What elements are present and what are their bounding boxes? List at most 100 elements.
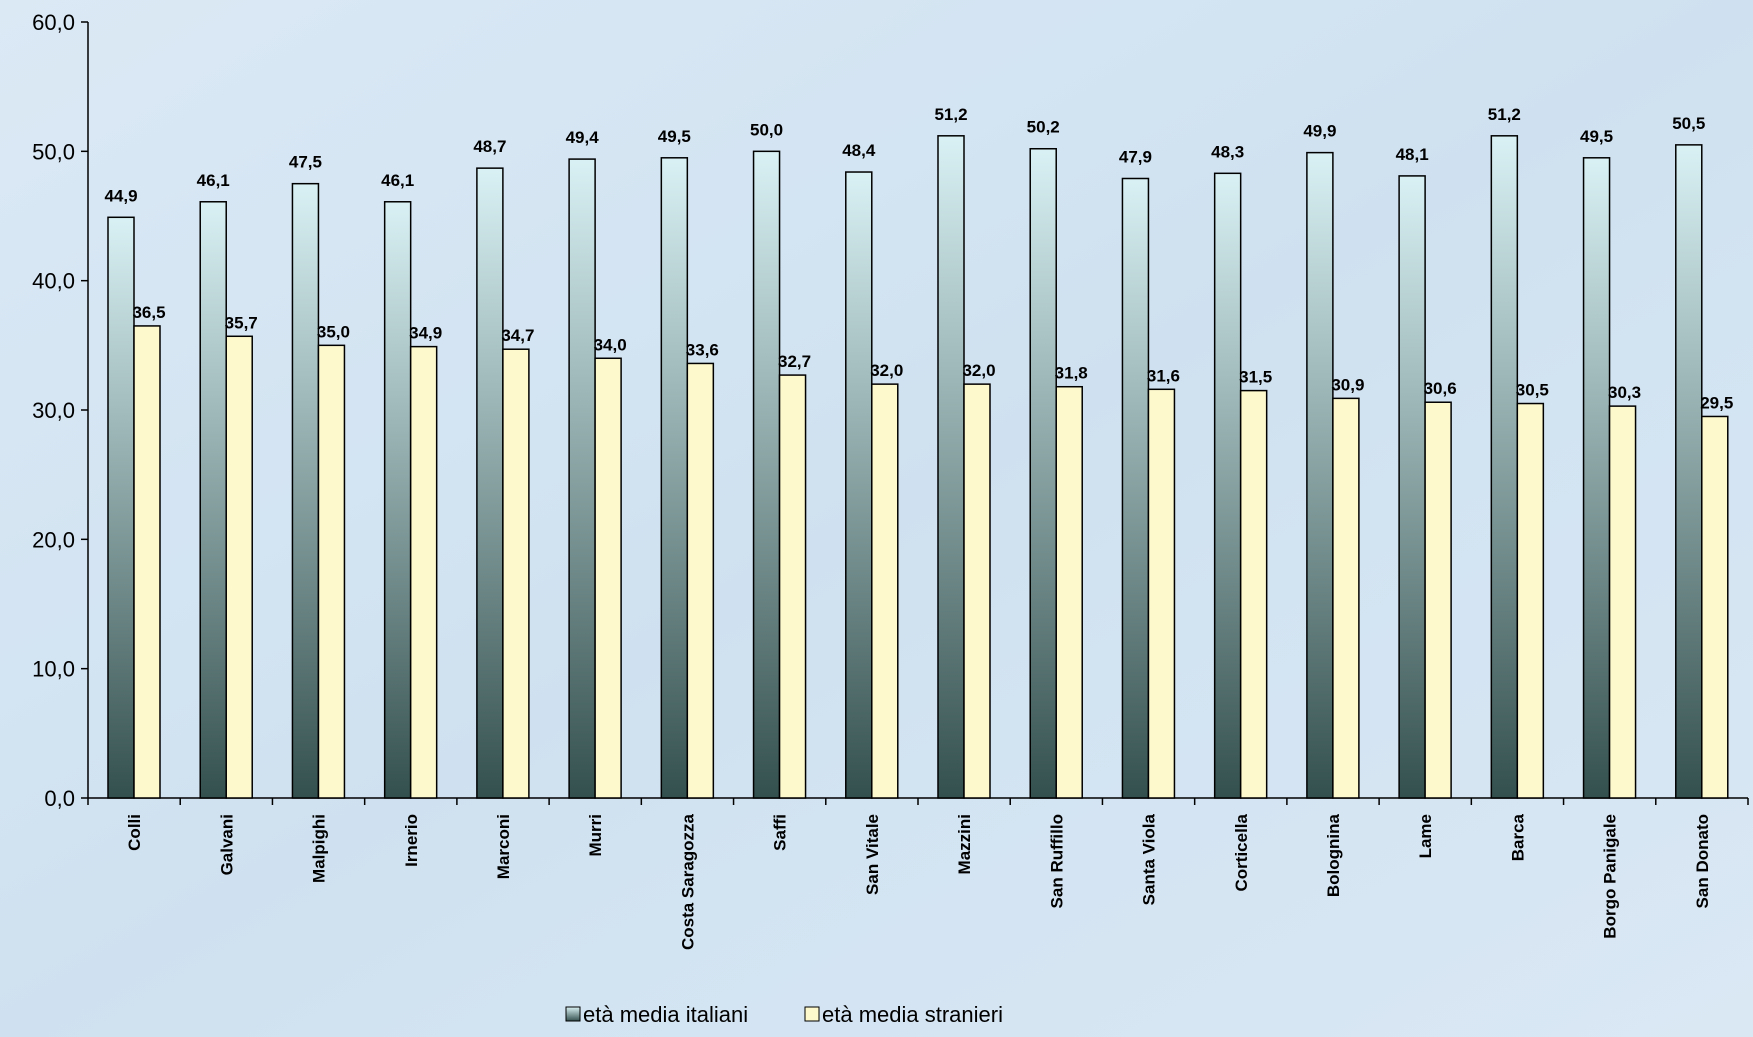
data-label-stranieri: 34,9 (409, 324, 442, 343)
y-tick-label: 10,0 (32, 657, 75, 682)
x-category-label: Lame (1416, 814, 1435, 858)
bar-stranieri (1424, 401, 1452, 799)
data-label-stranieri: 32,7 (778, 352, 811, 371)
bar-stranieri (1055, 385, 1083, 799)
data-label-italiani: 49,4 (566, 128, 600, 147)
y-tick-label: 0,0 (44, 786, 75, 811)
bar-italiani (383, 201, 412, 799)
data-label-stranieri: 35,0 (317, 322, 350, 341)
data-label-italiani: 50,2 (1027, 118, 1060, 137)
data-label-italiani: 49,9 (1303, 122, 1336, 141)
bar-stranieri (778, 374, 807, 799)
data-label-italiani: 46,1 (197, 171, 230, 190)
x-category-label: San Donato (1693, 814, 1712, 908)
bar-italiani (1490, 135, 1519, 799)
bar-stranieri (1608, 405, 1637, 799)
y-tick-label: 50,0 (32, 139, 75, 164)
data-label-stranieri: 29,5 (1700, 393, 1733, 412)
data-label-italiani: 47,5 (289, 153, 322, 172)
data-label-italiani: 48,4 (842, 141, 876, 160)
data-label-italiani: 44,9 (104, 186, 137, 205)
x-category-label: Irnerio (402, 814, 421, 867)
bar-italiani (107, 216, 135, 799)
bar-stranieri (133, 325, 161, 799)
data-label-italiani: 49,5 (1580, 127, 1613, 146)
bar-stranieri (1239, 389, 1268, 799)
legend-swatch-stranieri (804, 1006, 820, 1022)
x-category-label: Costa Saragozza (678, 813, 697, 950)
bar-italiani (845, 171, 873, 799)
data-label-italiani: 47,9 (1119, 147, 1152, 166)
bar-stranieri (1516, 402, 1545, 799)
bar-stranieri (502, 348, 530, 799)
data-label-stranieri: 30,6 (1424, 379, 1457, 398)
bar-italiani (476, 167, 504, 799)
bar-stranieri (317, 344, 346, 799)
bar-stranieri (409, 345, 438, 799)
bar-italiani (1213, 172, 1242, 799)
x-category-label: Santa Viola (1140, 813, 1159, 905)
bar-stranieri (963, 383, 991, 799)
bar-italiani (568, 158, 596, 799)
data-label-stranieri: 30,5 (1516, 381, 1549, 400)
bar-italiani (752, 150, 781, 799)
bar-italiani (291, 182, 320, 799)
bar-italiani (937, 135, 965, 799)
y-tick-label: 20,0 (32, 527, 75, 552)
y-tick-label: 40,0 (32, 269, 75, 294)
y-tick-label: 30,0 (32, 398, 75, 423)
data-label-italiani: 50,0 (750, 120, 783, 139)
bar-stranieri (225, 335, 253, 799)
bar-stranieri (594, 357, 622, 799)
data-label-stranieri: 30,9 (1331, 375, 1364, 394)
legend-swatch-italiani (565, 1006, 581, 1022)
data-label-italiani: 51,2 (934, 105, 967, 124)
data-label-stranieri: 31,6 (1147, 366, 1180, 385)
data-label-stranieri: 31,8 (1055, 364, 1088, 383)
data-label-italiani: 49,5 (658, 127, 691, 146)
data-label-stranieri: 34,0 (594, 335, 627, 354)
data-label-italiani: 48,7 (473, 137, 506, 156)
bar-italiani (1582, 157, 1611, 799)
bar-italiani (1398, 175, 1426, 799)
data-label-stranieri: 32,0 (962, 361, 995, 380)
bar-stranieri (686, 362, 715, 799)
x-category-label: Bolognina (1324, 813, 1343, 897)
bar-italiani (660, 157, 689, 799)
data-label-italiani: 48,3 (1211, 142, 1244, 161)
x-category-label: Corticella (1232, 813, 1251, 891)
bar-stranieri (871, 383, 899, 799)
legend-label-italiani: età media italiani (583, 1002, 748, 1027)
bar-italiani (1675, 144, 1703, 799)
data-label-stranieri: 30,3 (1608, 383, 1641, 402)
data-label-stranieri: 33,6 (686, 340, 719, 359)
bar-stranieri (1701, 415, 1729, 799)
x-category-label: Mazzini (955, 814, 974, 874)
bar-italiani (199, 201, 227, 799)
data-label-italiani: 48,1 (1396, 145, 1429, 164)
x-category-label: Marconi (494, 814, 513, 879)
x-category-label: San Vitale (863, 814, 882, 895)
x-category-label: Barca (1508, 813, 1527, 861)
x-category-label: Malpighi (310, 814, 329, 883)
bar-italiani (1306, 151, 1334, 799)
data-label-stranieri: 31,5 (1239, 368, 1272, 387)
data-label-stranieri: 34,7 (501, 326, 534, 345)
data-label-italiani: 50,5 (1672, 114, 1705, 133)
x-category-label: Colli (125, 814, 144, 851)
data-label-stranieri: 32,0 (870, 361, 903, 380)
data-label-italiani: 46,1 (381, 171, 414, 190)
x-category-label: San Ruffillo (1047, 814, 1066, 908)
legend-label-stranieri: età media stranieri (822, 1002, 1003, 1027)
x-category-label: Borgo Panigale (1601, 814, 1620, 939)
x-category-label: Murri (586, 814, 605, 857)
bar-stranieri (1332, 397, 1360, 799)
data-label-stranieri: 35,7 (225, 313, 258, 332)
data-label-italiani: 51,2 (1488, 105, 1521, 124)
y-tick-label: 60,0 (32, 10, 75, 35)
data-label-stranieri: 36,5 (132, 303, 165, 322)
bar-stranieri (1147, 388, 1176, 799)
x-category-label: Galvani (217, 814, 236, 875)
